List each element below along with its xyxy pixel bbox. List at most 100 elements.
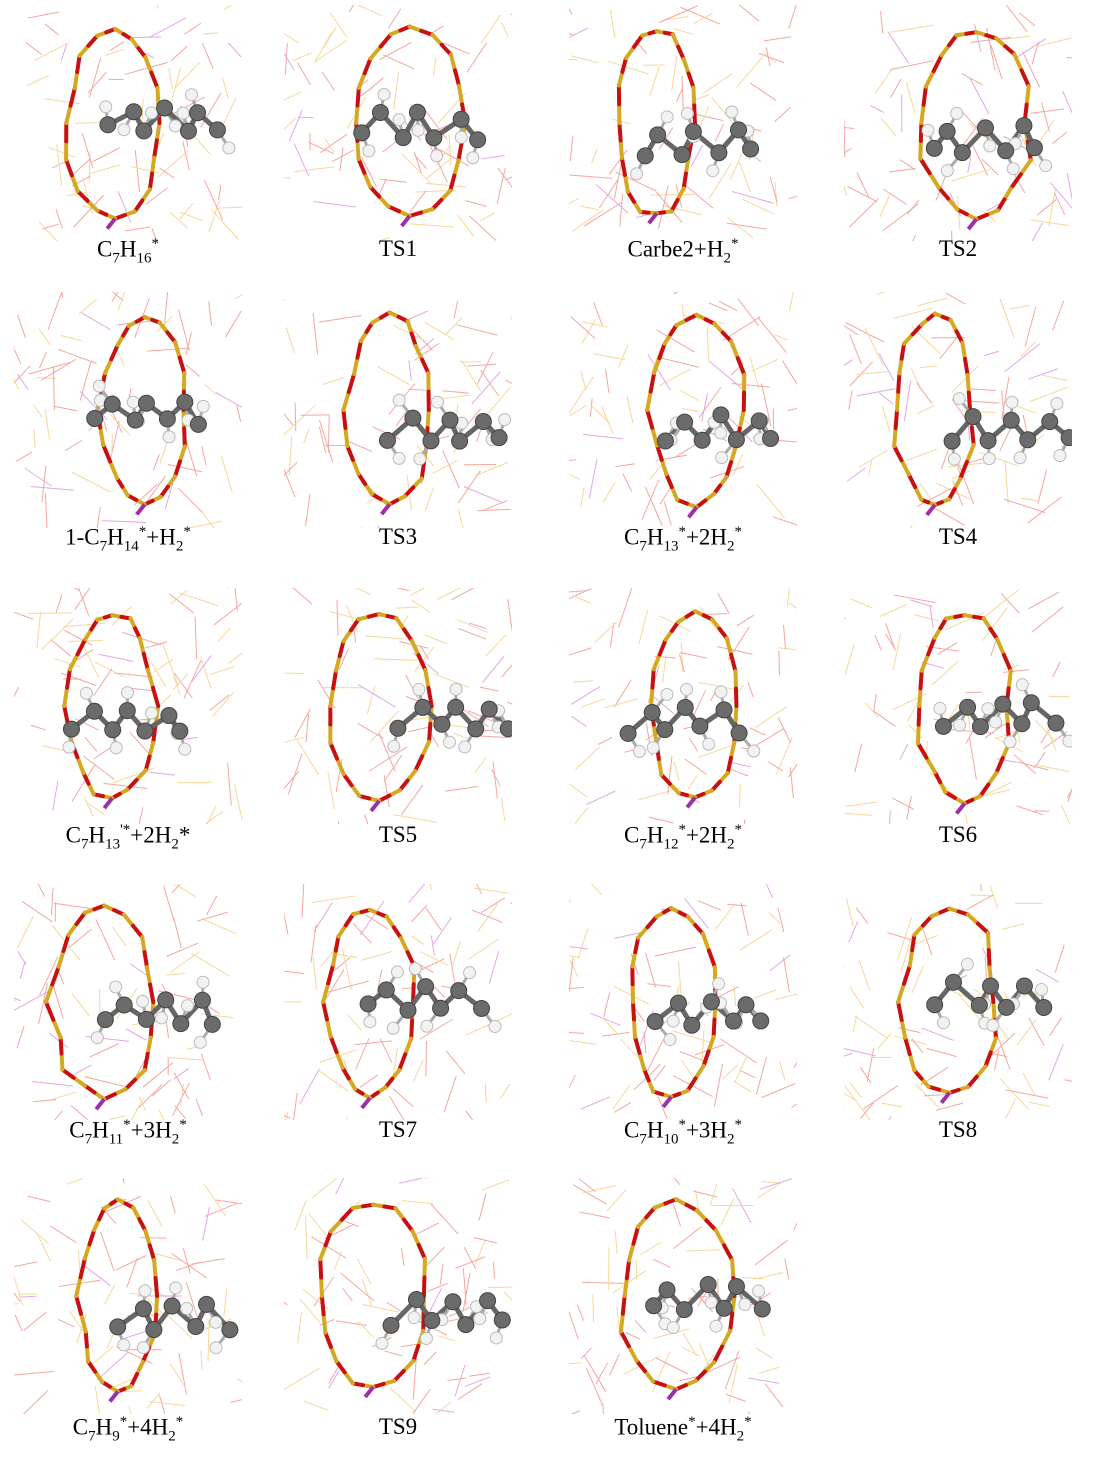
caption: Toluene*+4H2* (563, 1414, 803, 1445)
framework-bond (80, 361, 91, 401)
framework-bond (844, 175, 847, 196)
hydrogen-atom (631, 168, 643, 180)
framework-bond (315, 40, 347, 62)
framework-bond (591, 1013, 621, 1025)
framework-bond (905, 449, 938, 461)
framework-bond (930, 606, 933, 628)
framework-bond (569, 899, 570, 922)
framework-bond (284, 1368, 320, 1389)
ring-bond (724, 1245, 732, 1260)
framework-bond (126, 1029, 147, 1040)
ring-bond (422, 360, 428, 374)
carbon-atom (738, 997, 754, 1013)
framework-bond (235, 292, 242, 299)
framework-bond (720, 1039, 756, 1063)
hydrogen-atom (393, 452, 405, 464)
framework-bond (84, 1266, 111, 1286)
framework-bond (1042, 375, 1066, 380)
carbon-atom (390, 720, 406, 736)
ring-bond (425, 670, 428, 688)
ring-bond (697, 1210, 706, 1220)
hydrogen-atom (420, 1332, 432, 1344)
framework-bond (170, 1196, 175, 1213)
hydrogen-atom (681, 683, 693, 695)
structure-panel (8, 588, 248, 824)
framework-bond (337, 600, 338, 636)
ring-bond (662, 460, 667, 474)
framework-bond (883, 189, 906, 205)
caption-sub: 14 (124, 538, 139, 554)
structure-image (844, 884, 1072, 1120)
framework-bond (610, 1353, 620, 1375)
zeolite-ring (64, 615, 158, 808)
hydrogen-atom (118, 1339, 130, 1351)
caption: TS1 (278, 236, 518, 262)
framework-bond (379, 179, 386, 194)
carbon-atom (927, 997, 943, 1013)
caption: C7H16* (8, 236, 248, 267)
framework-bond (85, 737, 97, 751)
acid-site (927, 505, 935, 515)
framework-bond (284, 462, 297, 478)
framework-bond (788, 745, 797, 778)
molecule (620, 683, 760, 757)
hydrogen-atom (455, 131, 467, 143)
framework-bond (300, 1069, 320, 1105)
caption-sub: 10 (663, 1131, 678, 1147)
framework-bond (1032, 607, 1063, 632)
framework-bond (714, 1064, 722, 1107)
ring-bond (428, 410, 429, 428)
carbon-atom (116, 997, 132, 1013)
ring-bond (634, 36, 642, 47)
ring-bond (140, 638, 144, 654)
ring-bond (347, 446, 353, 460)
ring-bond (689, 73, 694, 87)
ring-bond (948, 199, 957, 210)
framework-bond (147, 348, 190, 351)
structure-panel (838, 884, 1078, 1120)
ring-bond (915, 487, 921, 500)
framework-bond (859, 960, 870, 990)
hydrogen-atom (93, 380, 105, 392)
framework-bond (610, 10, 614, 38)
ring-bond (709, 1037, 714, 1052)
framework-bond (723, 1065, 738, 1079)
ring-bond (716, 1230, 724, 1245)
framework-bond (718, 593, 729, 613)
framework-bond (72, 472, 111, 492)
framework-bond (204, 1184, 226, 1216)
ring-bond (660, 640, 666, 655)
hydrogen-atom (223, 142, 235, 154)
framework-bond (615, 1231, 617, 1254)
framework-bond (592, 149, 597, 163)
framework-bond (457, 325, 498, 335)
framework-bond (56, 209, 62, 228)
ring-bond (652, 669, 653, 687)
ring-bond (320, 1245, 325, 1259)
ring-bond (622, 58, 626, 72)
framework-bond (506, 171, 512, 180)
zeolite-ring (647, 315, 744, 517)
ring-bond (924, 87, 926, 105)
hydrogen-atom (490, 1332, 502, 1344)
framework-bond (686, 1250, 720, 1251)
framework-bond (970, 738, 977, 780)
structure-image (14, 1178, 242, 1414)
framework-bond (384, 1351, 402, 1356)
caption: TS3 (278, 524, 518, 550)
framework-bond (367, 686, 375, 714)
carbon-atom (1023, 695, 1039, 711)
framework-bond (778, 908, 784, 932)
framework-bond (125, 227, 150, 231)
framework-bond (148, 1201, 162, 1227)
ring-bond (352, 785, 360, 796)
caption-sub: 2 (176, 538, 184, 554)
framework-bond (593, 1294, 594, 1322)
framework-bond (444, 1076, 456, 1111)
acid-site (371, 801, 379, 811)
carbon-atom (1026, 140, 1042, 156)
framework-bond (940, 335, 959, 359)
framework-bond (774, 107, 790, 121)
framework-bond (646, 953, 656, 987)
ring-bond (67, 669, 70, 687)
